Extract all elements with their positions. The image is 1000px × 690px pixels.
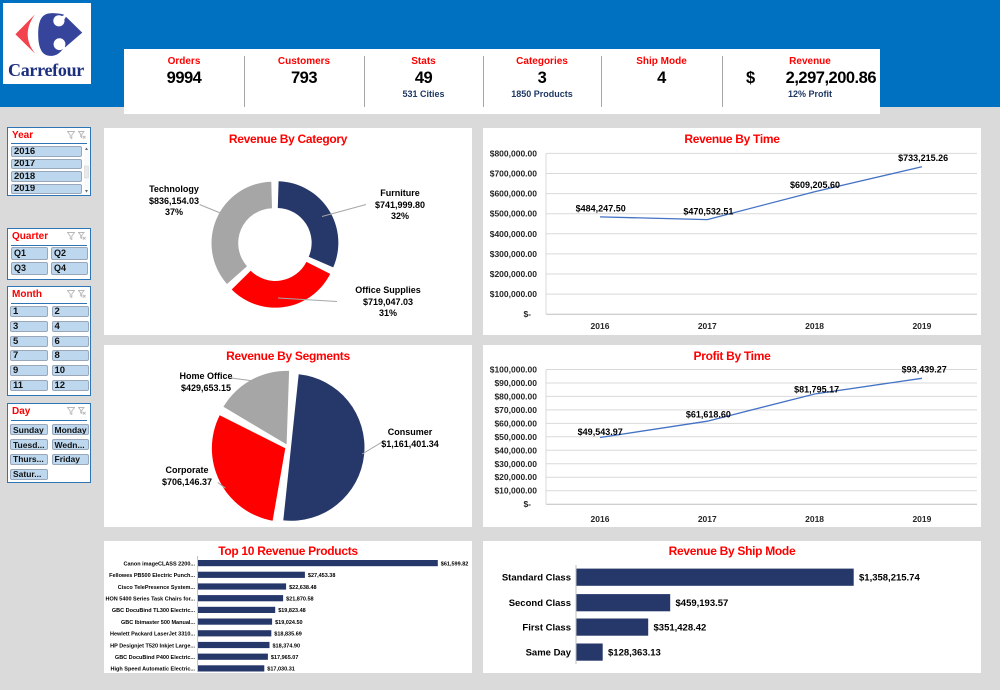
svg-text:$61,599.82: $61,599.82 xyxy=(441,561,469,567)
svg-text:2019: 2019 xyxy=(912,514,931,524)
svg-text:$733,215.26: $733,215.26 xyxy=(898,153,948,163)
svg-text:Same Day: Same Day xyxy=(526,647,572,658)
svg-text:$609,205.60: $609,205.60 xyxy=(790,180,840,190)
svg-text:GBC Ibimaster 500 Manual...: GBC Ibimaster 500 Manual... xyxy=(121,620,195,626)
svg-text:HON 5400 Series Task Chairs fo: HON 5400 Series Task Chairs for... xyxy=(106,597,196,603)
svg-text:Standard Class: Standard Class xyxy=(502,573,571,584)
svg-text:$21,870.58: $21,870.58 xyxy=(286,597,314,603)
svg-text:$128,363.13: $128,363.13 xyxy=(608,647,661,658)
svg-text:$700,000.00: $700,000.00 xyxy=(490,169,538,179)
svg-text:2018: 2018 xyxy=(805,514,824,524)
svg-text:Second Class: Second Class xyxy=(509,598,571,609)
svg-text:$80,000.00: $80,000.00 xyxy=(494,391,537,401)
svg-text:$300,000.00: $300,000.00 xyxy=(490,249,538,259)
svg-text:$17,965.07: $17,965.07 xyxy=(271,655,299,661)
svg-text:2018: 2018 xyxy=(805,321,824,331)
svg-text:$18,374.90: $18,374.90 xyxy=(273,643,301,649)
svg-text:$22,638.48: $22,638.48 xyxy=(289,585,317,591)
svg-text:$351,428.42: $351,428.42 xyxy=(654,622,707,633)
svg-text:GBC DocuBind TL300 Electric...: GBC DocuBind TL300 Electric... xyxy=(112,608,196,614)
svg-text:$1,358,215.74: $1,358,215.74 xyxy=(859,573,920,584)
svg-text:2016: 2016 xyxy=(591,514,610,524)
svg-text:HP Designjet T520 Inkjet Large: HP Designjet T520 Inkjet Large... xyxy=(110,643,195,649)
svg-text:First Class: First Class xyxy=(522,622,571,633)
svg-text:High Speed Automatic Electric.: High Speed Automatic Electric... xyxy=(111,667,196,673)
svg-text:Cisco TelePresence System...: Cisco TelePresence System... xyxy=(118,585,196,591)
svg-text:$484,247.50: $484,247.50 xyxy=(576,203,626,213)
svg-text:$400,000.00: $400,000.00 xyxy=(490,229,538,239)
svg-text:Fellowes PB500 Electric Punch.: Fellowes PB500 Electric Punch... xyxy=(109,573,195,579)
svg-text:$200,000.00: $200,000.00 xyxy=(490,269,538,279)
svg-text:$70,000.00: $70,000.00 xyxy=(494,405,537,415)
svg-text:$61,618.60: $61,618.60 xyxy=(686,409,731,419)
svg-text:$17,030.31: $17,030.31 xyxy=(267,667,295,673)
svg-text:$20,000.00: $20,000.00 xyxy=(494,472,537,482)
svg-text:$93,439.27: $93,439.27 xyxy=(902,365,947,375)
svg-text:Canon imageCLASS 2200...: Canon imageCLASS 2200... xyxy=(123,561,195,567)
svg-text:$19,024.50: $19,024.50 xyxy=(275,620,303,626)
svg-text:$49,543.97: $49,543.97 xyxy=(578,427,623,437)
svg-text:$18,835.69: $18,835.69 xyxy=(274,632,302,638)
svg-text:$90,000.00: $90,000.00 xyxy=(494,378,537,388)
svg-text:$60,000.00: $60,000.00 xyxy=(494,418,537,428)
svg-text:Hewlett Packard LaserJet 3310.: Hewlett Packard LaserJet 3310... xyxy=(110,632,195,638)
svg-text:$30,000.00: $30,000.00 xyxy=(494,459,537,469)
svg-text:$600,000.00: $600,000.00 xyxy=(490,189,538,199)
svg-text:$27,453.38: $27,453.38 xyxy=(308,573,336,579)
svg-text:2017: 2017 xyxy=(698,321,717,331)
svg-text:$19,823.48: $19,823.48 xyxy=(278,608,306,614)
svg-text:$-: $- xyxy=(523,499,531,509)
svg-text:$-: $- xyxy=(523,309,531,319)
svg-text:$81,795.17: $81,795.17 xyxy=(794,384,839,394)
svg-text:2016: 2016 xyxy=(591,321,610,331)
svg-text:$50,000.00: $50,000.00 xyxy=(494,432,537,442)
svg-text:$100,000.00: $100,000.00 xyxy=(490,289,538,299)
svg-text:$40,000.00: $40,000.00 xyxy=(494,445,537,455)
svg-text:$800,000.00: $800,000.00 xyxy=(490,148,538,158)
svg-text:$470,532.51: $470,532.51 xyxy=(683,206,733,216)
svg-text:$459,193.57: $459,193.57 xyxy=(676,598,729,609)
svg-text:$500,000.00: $500,000.00 xyxy=(490,209,538,219)
svg-text:GBC DocuBind P400 Electric...: GBC DocuBind P400 Electric... xyxy=(115,655,196,661)
svg-text:2017: 2017 xyxy=(698,514,717,524)
svg-text:$10,000.00: $10,000.00 xyxy=(494,486,537,496)
svg-text:2019: 2019 xyxy=(912,321,931,331)
svg-text:$100,000.00: $100,000.00 xyxy=(490,365,538,375)
